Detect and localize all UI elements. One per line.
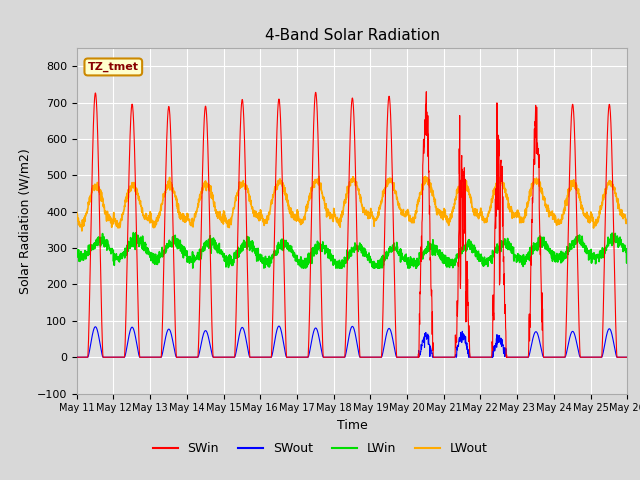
LWin xyxy=(575,234,583,240)
Line: SWout: SWout xyxy=(77,326,627,357)
LWin xyxy=(260,265,268,271)
Line: LWin: LWin xyxy=(77,233,627,268)
LWout xyxy=(591,220,598,226)
LWout xyxy=(575,195,583,201)
LWout xyxy=(422,174,429,180)
SWin xyxy=(623,354,631,360)
SWin xyxy=(590,354,598,360)
X-axis label: Time: Time xyxy=(337,419,367,432)
LWin xyxy=(73,251,81,257)
LWout xyxy=(78,228,86,234)
LWout xyxy=(380,189,388,194)
LWin xyxy=(369,259,376,265)
Text: TZ_tmet: TZ_tmet xyxy=(88,62,139,72)
SWout xyxy=(368,354,376,360)
SWin xyxy=(73,354,81,360)
LWout xyxy=(227,218,234,224)
Line: LWout: LWout xyxy=(77,177,627,231)
SWin xyxy=(575,312,582,317)
LWout xyxy=(513,212,520,218)
SWout xyxy=(623,354,631,360)
LWout xyxy=(368,212,376,217)
SWin xyxy=(368,354,376,360)
LWin xyxy=(129,230,137,236)
LWin xyxy=(513,254,520,260)
Legend: SWin, SWout, LWin, LWout: SWin, SWout, LWin, LWout xyxy=(147,437,493,460)
SWout xyxy=(512,354,520,360)
SWin xyxy=(227,354,234,360)
LWin xyxy=(623,257,631,263)
Line: SWin: SWin xyxy=(77,92,627,357)
LWin xyxy=(380,258,388,264)
SWout xyxy=(227,354,234,360)
Y-axis label: Solar Radiation (W/m2): Solar Radiation (W/m2) xyxy=(18,148,31,294)
SWin xyxy=(512,354,520,360)
SWin xyxy=(422,89,430,95)
SWout xyxy=(380,344,388,350)
SWout xyxy=(590,354,598,360)
LWout xyxy=(73,210,81,216)
LWout xyxy=(623,218,631,224)
SWout xyxy=(73,354,81,360)
SWin xyxy=(380,274,388,279)
LWin xyxy=(227,260,234,266)
Title: 4-Band Solar Radiation: 4-Band Solar Radiation xyxy=(264,28,440,43)
LWin xyxy=(591,256,598,262)
SWout xyxy=(575,350,582,356)
SWout xyxy=(275,323,283,329)
